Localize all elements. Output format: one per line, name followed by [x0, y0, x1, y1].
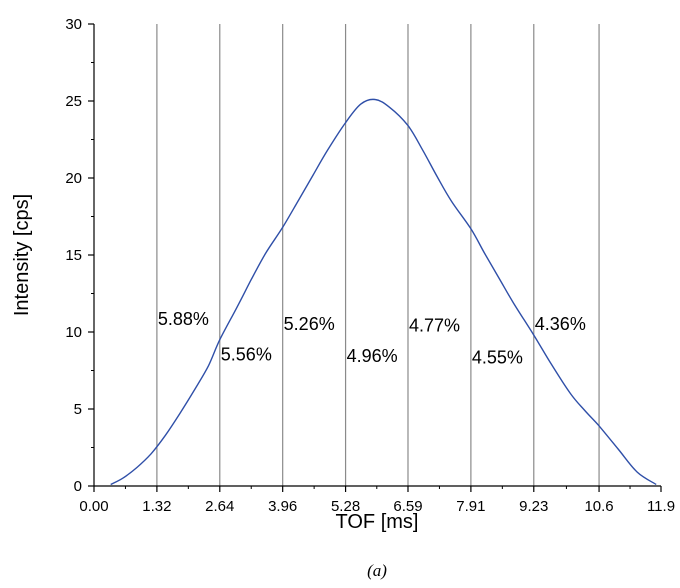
x-tick-label: 6.59	[393, 498, 422, 515]
y-axis-title: Intensity [cps]	[11, 194, 33, 316]
x-tick-label: 7.91	[456, 498, 485, 515]
y-tick-label: 20	[65, 170, 82, 187]
annotation-label-1: 5.56%	[221, 345, 272, 365]
annotation-label-4: 4.77%	[409, 315, 460, 335]
x-tick-label: 0.00	[79, 498, 108, 515]
y-tick-label: 5	[74, 401, 82, 418]
y-tick-label: 15	[65, 247, 82, 264]
y-ticks: 0 5 10 15 20 25 30	[65, 16, 94, 495]
figure-caption: (a)	[367, 561, 387, 580]
y-tick-label: 10	[65, 324, 82, 341]
annotation-label-6: 4.36%	[535, 314, 586, 334]
y-tick-label: 30	[65, 16, 82, 33]
annotation-label-0: 5.88%	[158, 309, 209, 329]
series-line-intensity	[110, 98, 657, 486]
y-tick-label: 25	[65, 93, 82, 110]
annotation-label-3: 4.96%	[347, 346, 398, 366]
x-tick-label: 11.9	[647, 498, 675, 515]
x-tick-label: 1.32	[142, 498, 171, 515]
x-tick-label: 5.28	[331, 498, 360, 515]
grid-lines	[156, 24, 600, 486]
x-ticks: 0.00 1.32 2.64 3.96 5.28 6.59 7.91 9.23 10.6 11.9	[79, 486, 675, 515]
x-axis-title: TOF [ms]	[336, 511, 419, 533]
annotation-label-2: 5.26%	[284, 314, 335, 334]
y-tick-label: 0	[74, 478, 82, 495]
axes	[93, 24, 661, 487]
x-tick-label: 2.64	[205, 498, 234, 515]
x-tick-label: 9.23	[519, 498, 548, 515]
x-tick-label: 3.96	[268, 498, 297, 515]
x-tick-label: 10.6	[584, 498, 613, 515]
annotation-label-5: 4.55%	[472, 348, 523, 368]
annotations: 5.88% 5.56% 5.26% 4.96% 4.77% 4.55% 4.36%	[158, 309, 586, 368]
